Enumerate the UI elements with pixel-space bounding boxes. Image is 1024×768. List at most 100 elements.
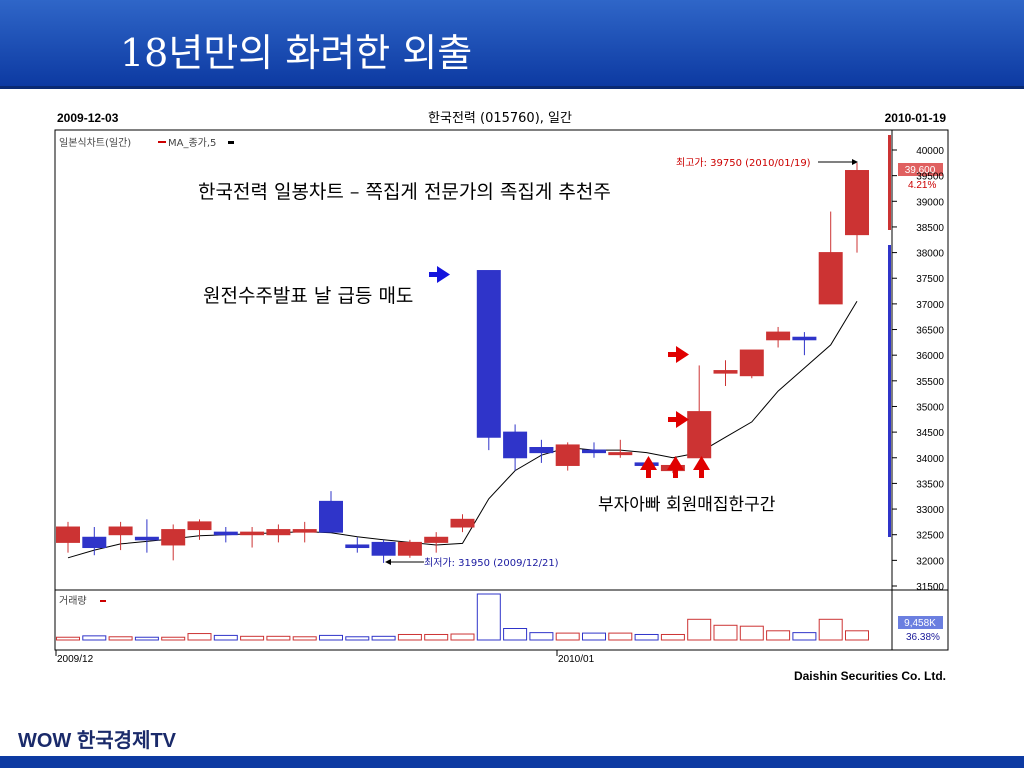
current-change-label: 4.21%: [908, 180, 936, 191]
y-tick-label: 34000: [916, 454, 944, 465]
candles: [56, 162, 869, 563]
volume-bar: [555, 632, 580, 641]
y-tick-label: 31500: [916, 582, 944, 593]
logo-text: WOW 한국경제TV: [18, 729, 177, 752]
price-range-bar-up: [888, 135, 891, 230]
candle-up: [687, 411, 712, 459]
volume-bar: [450, 633, 475, 641]
y-tick-label: 39000: [916, 197, 944, 208]
low-price-arrowhead: [385, 559, 391, 565]
volume-bar: [240, 635, 265, 641]
blue-right-arrow-icon: [429, 266, 450, 283]
x-tick-label-2009-12: 2009/12: [57, 654, 94, 665]
volume-value-box: [898, 616, 943, 629]
volume-bar: [82, 635, 107, 641]
red-up-arrow-icon: [640, 456, 657, 478]
y-tick-label: 33500: [916, 479, 944, 490]
title-bar: [0, 0, 1024, 86]
volume-bar: [687, 618, 712, 641]
high-price-label: 최고가: 39750 (2010/01/19): [676, 157, 811, 169]
current-price-box: [898, 163, 943, 176]
volume-bar: [529, 632, 554, 641]
y-tick-label: 36500: [916, 326, 944, 337]
candle-up: [108, 526, 133, 536]
price-range-bar-down: [888, 245, 891, 537]
volume-legend-swatch: [100, 600, 106, 602]
red-up-arrow-icon: [693, 456, 710, 478]
y-tick-label: 39500: [916, 172, 944, 183]
candle-down: [371, 541, 396, 556]
volume-bar: [634, 633, 659, 641]
legend-main-label: 일본식차트(일간): [59, 137, 131, 149]
red-up-arrow-icon: [667, 456, 684, 478]
legend-ma-swatch: [158, 141, 166, 143]
candle-up: [608, 452, 633, 456]
start-date-label: 2009-12-03: [57, 111, 119, 125]
candle-up: [161, 529, 186, 546]
volume-bar: [292, 636, 317, 641]
y-tick-label: 37000: [916, 300, 944, 311]
candle-down: [582, 449, 606, 454]
volume-bar: [213, 634, 238, 641]
volume-bar: [56, 636, 80, 641]
candle-down: [345, 544, 370, 549]
company-credit: Daishin Securities Co. Ltd.: [794, 669, 946, 683]
legend-ma-label: MA_종가,5: [168, 137, 216, 149]
volume-bars: [56, 593, 869, 641]
title-bar-divider: [0, 86, 1024, 89]
y-axis: 40000 39500 39000 38500 38000 37500 37000 36500…: [892, 146, 944, 593]
candle-down: [213, 531, 238, 536]
candle-up: [266, 529, 291, 536]
volume-bar: [660, 633, 685, 641]
volume-bar: [845, 630, 869, 641]
candle-up: [713, 370, 738, 374]
candle-up: [766, 331, 791, 341]
footer-band: [0, 756, 1024, 768]
volume-bar: [161, 636, 186, 641]
volume-bar: [108, 636, 133, 641]
candle-up: [739, 349, 764, 377]
x-tick-label-2010-01: 2010/01: [558, 654, 595, 665]
high-price-arrowhead: [852, 159, 858, 165]
volume-bar: [424, 633, 449, 641]
y-tick-label: 33000: [916, 505, 944, 516]
current-price-label: 39,600: [905, 165, 936, 176]
chart-frame: [54, 129, 949, 651]
y-tick-label: 36000: [916, 351, 944, 362]
candle-up: [397, 541, 422, 556]
slide-title: 18년만의 화려한 외출: [120, 31, 473, 75]
annotation-nuclear-news: 원전수주발표 날 급등 매도: [203, 285, 413, 307]
volume-bar: [476, 593, 501, 641]
candle-down: [134, 536, 159, 541]
red-right-arrow-icon: [668, 411, 689, 428]
y-tick-label: 35500: [916, 377, 944, 388]
stock-title: 한국전력 (015760), 일간: [428, 111, 572, 126]
candle-up: [845, 170, 869, 236]
candle-up: [555, 444, 580, 466]
volume-bar: [503, 628, 528, 641]
y-tick-label: 37500: [916, 274, 944, 285]
volume-change-label: 36.38%: [906, 632, 940, 643]
volume-bar: [713, 624, 738, 641]
candle-down: [319, 500, 343, 533]
volume-bar: [371, 635, 396, 641]
candle-down: [82, 536, 107, 549]
y-tick-label: 32000: [916, 556, 944, 567]
candle-up: [292, 529, 317, 533]
volume-bar: [792, 632, 817, 641]
y-tick-label: 38000: [916, 249, 944, 260]
volume-value-label: 9,458K: [904, 618, 936, 629]
y-tick-label: 34500: [916, 428, 944, 439]
volume-bar: [582, 632, 606, 641]
y-tick-label: 38500: [916, 223, 944, 234]
volume-bar: [766, 630, 791, 641]
candle-up: [56, 526, 80, 543]
volume-bar: [266, 635, 291, 641]
annotation-chart-title: 한국전력 일봉차트 – 쪽집게 전문가의 족집게 추천주: [198, 181, 611, 203]
volume-bar: [345, 636, 370, 641]
candle-down: [529, 447, 554, 454]
y-tick-label: 40000: [916, 146, 944, 157]
legend-ma-marker: [228, 141, 234, 144]
low-price-label: 최저가: 31950 (2009/12/21): [424, 557, 559, 569]
